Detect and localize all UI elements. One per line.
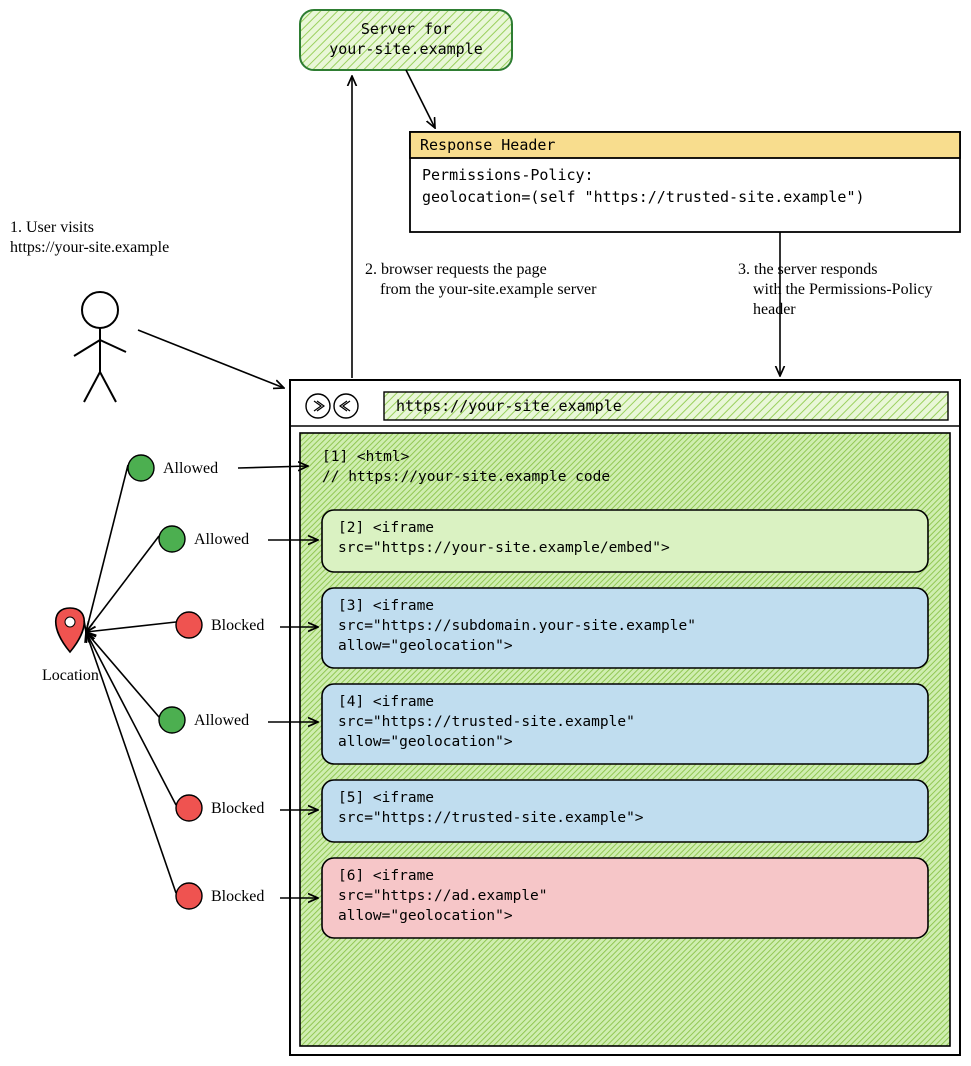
- step2-line2: from the your-site.example server: [380, 281, 597, 298]
- status-label-5: Blocked: [211, 800, 264, 817]
- response-header-title: Response Header: [420, 136, 555, 154]
- status-label-1: Allowed: [163, 460, 218, 477]
- url-bar-text: https://your-site.example: [396, 397, 622, 415]
- iframe-2-line2: src="https://your-site.example/embed">: [338, 540, 670, 556]
- status-arrow-to-pin-1: [86, 465, 128, 632]
- status-dot-5: [176, 795, 202, 821]
- iframe-6-line2: src="https://ad.example": [338, 888, 548, 904]
- step1-line1: 1. User visits: [10, 219, 94, 236]
- iframe-6-line1: [6] <iframe: [338, 868, 434, 884]
- response-header-line2: geolocation=(self "https://trusted-site.…: [422, 188, 865, 206]
- step3-line1: 3. the server responds: [738, 261, 878, 278]
- status-dot-3: [176, 612, 202, 638]
- status-dot-6: [176, 883, 202, 909]
- server-line2: your-site.example: [329, 40, 483, 58]
- html-line1: [1] <html>: [322, 449, 410, 465]
- location-pin-icon: [56, 608, 85, 652]
- step3-line3: header: [753, 301, 796, 318]
- iframe-3-line1: [3] <iframe: [338, 598, 434, 614]
- status-label-2: Allowed: [194, 531, 249, 548]
- iframe-4-line1: [4] <iframe: [338, 694, 434, 710]
- iframe-5-line1: [5] <iframe: [338, 790, 434, 806]
- iframe-3-line2: src="https://subdomain.your-site.example…: [338, 618, 696, 634]
- html-line2: // https://your-site.example code: [322, 469, 610, 485]
- iframe-4-line2: src="https://trusted-site.example": [338, 714, 635, 730]
- response-header-line1: Permissions-Policy:: [422, 166, 594, 184]
- user-to-browser: [138, 330, 284, 388]
- iframe-3-line3: allow="geolocation">: [338, 638, 513, 654]
- status-dot-1: [128, 455, 154, 481]
- step1-line2: https://your-site.example: [10, 239, 169, 256]
- user-head: [82, 292, 118, 328]
- step2-line1: 2. browser requests the page: [365, 261, 547, 278]
- server-to-header: [406, 70, 435, 128]
- status-dot-4: [159, 707, 185, 733]
- iframe-6-line3: allow="geolocation">: [338, 908, 513, 924]
- iframe-2-line1: [2] <iframe: [338, 520, 434, 536]
- status-label-3: Blocked: [211, 617, 264, 634]
- status-label-4: Allowed: [194, 712, 249, 729]
- location-label: Location: [42, 667, 99, 684]
- status-label-6: Blocked: [211, 888, 264, 905]
- status-arrow-to-pin-6: [86, 632, 176, 893]
- iframe-4-line3: allow="geolocation">: [338, 734, 513, 750]
- status-arrow-to-pin-3: [86, 622, 176, 632]
- server-line1: Server for: [361, 20, 451, 38]
- iframe-5-line2: src="https://trusted-site.example">: [338, 810, 644, 826]
- status-arrow-to-pin-2: [86, 536, 159, 632]
- status-dot-2: [159, 526, 185, 552]
